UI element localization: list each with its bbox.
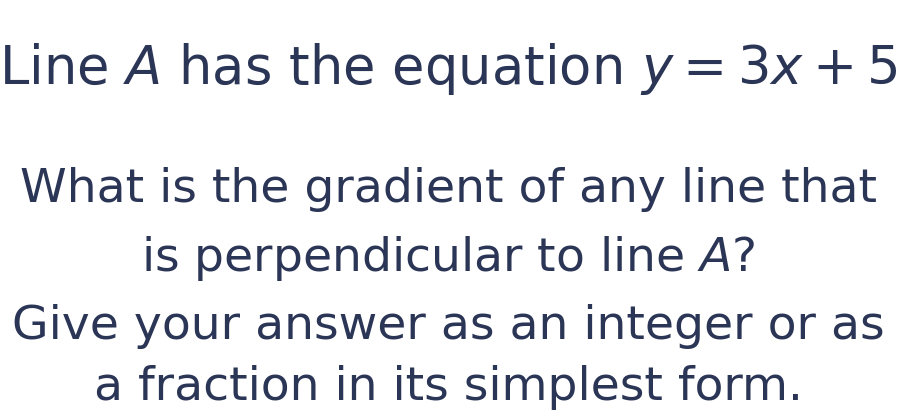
Text: is ​​​​​​​​​​​​​​​​​​​​​​​​​​​​​​​​​​​​​​​​​​​​​​​​​​ to line $A$?: is ​​​​​​​​​​​​​​​​​​​​​​​​​​​​​​​​​​​​​… xyxy=(305,236,592,281)
Text: What is the gradient of any line that: What is the gradient of any line that xyxy=(20,167,877,212)
Text: Line $\mathit{A}$ has the equation $y = 3x + 5$: Line $\mathit{A}$ has the equation $y = … xyxy=(0,41,897,97)
Text: Give your answer as an integer or as: Give your answer as an integer or as xyxy=(13,304,884,349)
Text: is perpendicular to line $A$?: is perpendicular to line $A$? xyxy=(141,234,756,283)
Text: a fraction in its simplest form.: a fraction in its simplest form. xyxy=(94,365,803,410)
